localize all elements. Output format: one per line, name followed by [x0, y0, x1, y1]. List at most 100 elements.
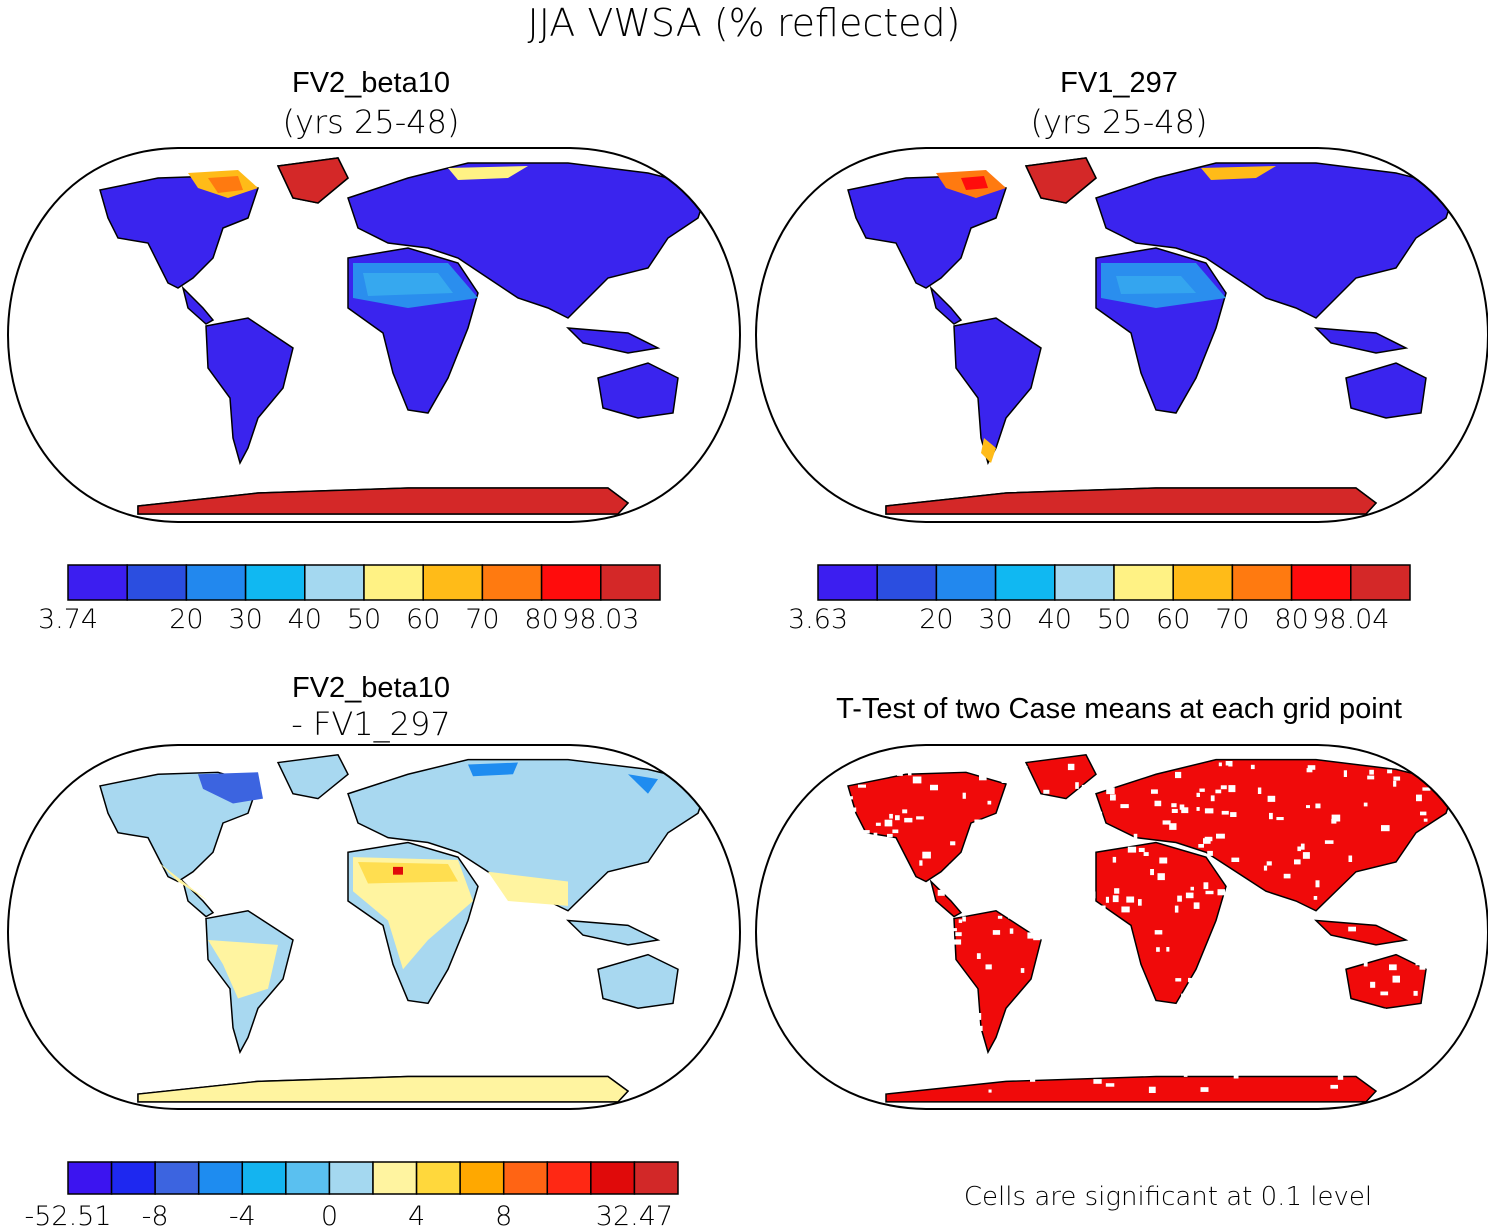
- non-significant-cell: [1355, 896, 1361, 903]
- non-significant-cell: [962, 916, 966, 922]
- non-significant-cell: [1250, 936, 1255, 943]
- non-significant-cell: [853, 857, 862, 863]
- non-significant-cell: [954, 939, 962, 945]
- non-significant-cell: [1127, 846, 1137, 853]
- colorbar: -52.51 -8 -4 0 4 8 32.47: [24, 1161, 679, 1227]
- map: [8, 745, 740, 1109]
- non-significant-cell: [847, 1013, 855, 1018]
- colorbar-swatch: [154, 1161, 200, 1195]
- colorbar-swatch: [1290, 564, 1352, 601]
- colorbar-swatch: [126, 564, 188, 601]
- non-significant-cell: [1105, 896, 1109, 903]
- non-significant-cell: [887, 886, 895, 891]
- map-outline: [6, 744, 742, 1110]
- non-significant-cell: [887, 833, 893, 838]
- non-significant-cell: [1307, 765, 1316, 770]
- non-significant-cell: [808, 841, 813, 846]
- non-significant-cell: [1210, 795, 1215, 802]
- non-significant-cells: [800, 760, 1445, 1093]
- non-significant-cell: [1294, 1003, 1302, 1007]
- non-significant-cell: [895, 1049, 899, 1056]
- non-significant-cell: [1025, 875, 1029, 883]
- panel-title: FV1_297: [1060, 67, 1178, 99]
- non-significant-cell: [849, 1050, 853, 1055]
- non-significant-cell: [1276, 817, 1284, 821]
- colorbar: 3.63 20 30 40 50 60 70 80 98.04: [788, 564, 1411, 635]
- panel-fv1-297: FV1_297 (yrs 25-48) 3.63 20 30 40 50 60 70 80 98…: [754, 67, 1488, 635]
- non-significant-cell: [868, 923, 875, 928]
- non-significant-cell: [1050, 875, 1056, 880]
- non-significant-cell: [1256, 904, 1261, 908]
- non-significant-cell: [885, 764, 894, 771]
- non-significant-cell: [1017, 794, 1025, 799]
- non-significant-cell: [952, 1051, 959, 1056]
- colorbar-tick-label: 80: [1274, 604, 1308, 635]
- non-significant-cell: [1058, 937, 1064, 944]
- non-significant-cell: [902, 809, 908, 814]
- non-significant-cell: [1266, 861, 1272, 866]
- non-significant-cell: [830, 896, 838, 902]
- colorbar-tick-label: 3.74: [38, 604, 98, 635]
- non-significant-cell: [909, 1014, 917, 1020]
- colorbar-swatch: [1054, 564, 1115, 601]
- non-significant-cell: [1171, 803, 1177, 808]
- non-significant-cell: [999, 1029, 1006, 1035]
- non-significant-cell: [1124, 1011, 1129, 1016]
- non-significant-cell: [1067, 800, 1072, 806]
- non-significant-cell: [950, 841, 956, 846]
- non-significant-cell: [1300, 843, 1305, 850]
- non-significant-cell: [1380, 1024, 1384, 1030]
- colorbar-swatch: [1350, 564, 1411, 601]
- non-significant-cell: [1380, 991, 1389, 996]
- non-significant-cell: [1367, 1072, 1373, 1080]
- colorbar-tick-label: 50: [1097, 604, 1131, 635]
- non-significant-cell: [876, 862, 883, 870]
- non-significant-cell: [1299, 988, 1304, 995]
- non-significant-cell: [1156, 947, 1160, 952]
- non-significant-cell: [1235, 998, 1244, 1003]
- non-significant-cell: [820, 833, 829, 837]
- non-significant-cell: [1356, 1051, 1364, 1057]
- non-significant-cell: [949, 864, 954, 868]
- non-significant-cell: [1408, 760, 1413, 765]
- non-significant-cell: [1175, 978, 1182, 982]
- colorbar-swatch: [590, 1161, 636, 1195]
- non-significant-cell: [1327, 1016, 1331, 1021]
- non-significant-cell: [908, 1022, 916, 1029]
- non-significant-cell: [1106, 787, 1115, 795]
- colorbar-tick-label: 4: [408, 1201, 425, 1227]
- panel-subtitle: - FV1_297: [291, 705, 450, 743]
- non-significant-cell: [916, 816, 924, 820]
- non-significant-cell: [919, 860, 923, 866]
- non-significant-cell: [1430, 869, 1440, 875]
- colorbar-tick-label: 60: [406, 604, 440, 635]
- non-significant-cell: [1415, 961, 1421, 966]
- non-significant-cell: [1143, 1038, 1148, 1044]
- non-significant-cell: [1207, 850, 1213, 856]
- panel-title: T-Test of two Case means at each grid po…: [836, 693, 1402, 725]
- non-significant-cell: [997, 915, 1003, 919]
- non-significant-cell: [1033, 933, 1041, 941]
- non-significant-cell: [945, 1071, 951, 1077]
- non-significant-cell: [976, 953, 981, 959]
- non-significant-cell: [1196, 807, 1200, 811]
- non-significant-cell: [1175, 771, 1182, 779]
- non-significant-cell: [1020, 968, 1025, 973]
- non-significant-cell: [1337, 1074, 1344, 1080]
- non-significant-cell: [909, 1085, 915, 1090]
- non-significant-cell: [881, 1000, 890, 1004]
- non-significant-cell: [1066, 1000, 1072, 1004]
- non-significant-cell: [1024, 1050, 1032, 1055]
- non-significant-cell: [1177, 895, 1182, 902]
- non-significant-cell: [1211, 1069, 1216, 1076]
- non-significant-cell: [852, 807, 857, 812]
- non-significant-cell: [814, 1034, 820, 1041]
- non-significant-cell: [1066, 938, 1072, 943]
- non-significant-cell: [945, 946, 952, 951]
- non-significant-cell: [1367, 775, 1375, 780]
- non-significant-cell: [1418, 1023, 1427, 1028]
- non-significant-cell: [893, 951, 901, 957]
- panel-difference: FV2_beta10 - FV1_297 -52.: [6, 672, 742, 1227]
- colorbar-swatch: [540, 564, 602, 601]
- map: [756, 148, 1488, 522]
